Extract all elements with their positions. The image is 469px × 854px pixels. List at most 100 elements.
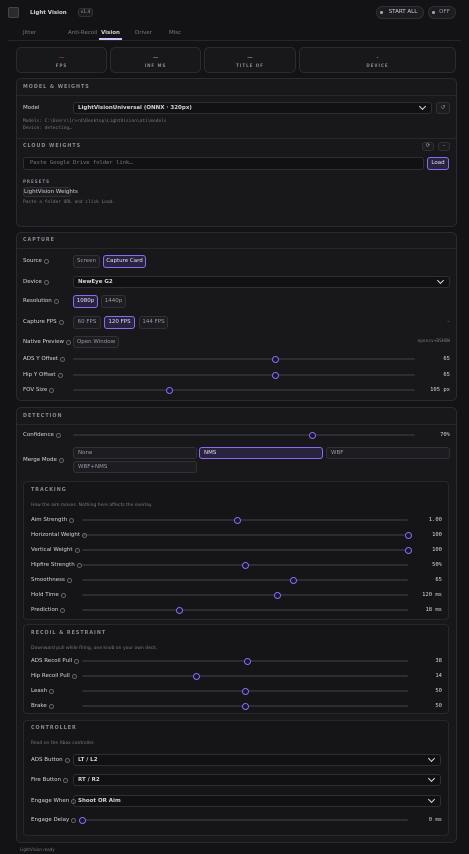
slider-thumb[interactable] <box>78 816 86 824</box>
info-icon <box>49 703 54 709</box>
slider-thumb[interactable] <box>290 576 298 584</box>
field-label: Resolution <box>23 298 52 304</box>
field-label: Aim Strength <box>31 517 68 523</box>
slider-track[interactable] <box>73 374 415 376</box>
slider-thumb[interactable] <box>241 702 249 710</box>
slider-thumb[interactable] <box>176 606 184 614</box>
field-label: ADS Y Offset <box>23 356 58 362</box>
field-label: Native Preview <box>23 339 64 345</box>
load-button[interactable]: Load <box>427 157 449 170</box>
divider <box>17 248 456 249</box>
tab[interactable]: Driver <box>135 29 152 36</box>
tab[interactable]: Vision <box>101 29 120 36</box>
stat-value: - <box>376 54 379 61</box>
hint: Paste a folder URL and click Load. <box>23 200 116 205</box>
slider-track[interactable] <box>73 434 415 436</box>
slider-track[interactable] <box>82 579 408 581</box>
info-icon <box>60 356 65 362</box>
tab-divider <box>8 40 461 41</box>
field-label: Fire Button <box>31 777 61 783</box>
tab[interactable]: Misc <box>169 29 182 36</box>
info-icon <box>75 547 80 553</box>
info-icon <box>66 339 71 345</box>
option-chip[interactable]: 144 FPS <box>139 315 168 329</box>
slider-thumb[interactable] <box>274 591 282 599</box>
option-chip[interactable]: Capture Card <box>103 254 146 268</box>
option-chip[interactable]: 120 FPS <box>104 315 135 329</box>
tab-underline <box>99 38 122 40</box>
info-icon <box>67 577 72 583</box>
status-dot <box>432 11 435 14</box>
field-label: FOV Size <box>23 387 48 393</box>
slider-thumb[interactable] <box>271 371 279 379</box>
device-status: Device: detecting… <box>23 126 72 131</box>
stat-card <box>110 47 201 73</box>
select[interactable]: LightVisionUniversal (ONNX · 320px) <box>73 102 432 114</box>
option-chip[interactable]: 60 FPS <box>73 315 101 329</box>
slider-value: 14 <box>435 673 442 679</box>
slider-track[interactable] <box>82 519 408 521</box>
field-label: ADS Button <box>31 757 63 763</box>
info-icon <box>56 432 61 438</box>
slider-track[interactable] <box>73 358 415 360</box>
slider-track[interactable] <box>82 675 408 677</box>
field-label: Hip Recoil Pull <box>31 673 70 679</box>
info-icon <box>82 532 87 538</box>
presets-title: PRESETS <box>23 179 50 184</box>
slider-track[interactable] <box>73 389 415 391</box>
icon-button[interactable]: ⟳ <box>422 142 434 151</box>
option-chip[interactable]: Screen <box>73 254 100 268</box>
preset-chip[interactable]: LightVision Weights <box>23 187 78 197</box>
slider-thumb[interactable] <box>308 431 316 439</box>
slider-thumb[interactable] <box>241 687 249 695</box>
slider-track[interactable] <box>82 819 408 821</box>
slider-track[interactable] <box>82 534 408 536</box>
slider-thumb[interactable] <box>192 672 200 680</box>
info-icon <box>72 673 77 679</box>
option-chip[interactable]: NMS <box>199 447 323 459</box>
models-path: Models: C:\Users\[r>rd\Desktop\LightVisi… <box>23 119 167 124</box>
select[interactable]: LT / L2 <box>73 754 441 766</box>
info-icon <box>71 798 76 804</box>
tab[interactable]: Jitter <box>23 29 37 36</box>
slider-thumb[interactable] <box>241 561 249 569</box>
option-chip[interactable]: 1440p <box>101 294 126 308</box>
tab[interactable]: Anti-Recoil <box>68 29 98 36</box>
subsection-subtitle: Downward pull while firing, one knob on … <box>31 646 158 651</box>
info-icon <box>44 279 49 285</box>
start-all-button[interactable]: START ALL <box>376 6 424 19</box>
stat-value: — <box>58 54 65 61</box>
slider-thumb[interactable] <box>166 386 174 394</box>
option-chip[interactable]: WBF+NMS <box>73 461 197 473</box>
info-icon <box>49 688 54 694</box>
option-chip[interactable]: 1080p <box>73 294 98 308</box>
open-window-button[interactable]: Open Window <box>73 336 119 348</box>
option-chip[interactable]: None <box>73 447 197 459</box>
slider-thumb[interactable] <box>404 546 412 554</box>
refresh-button[interactable]: ↺ <box>436 102 450 114</box>
slider-thumb[interactable] <box>233 516 241 524</box>
slider-thumb[interactable] <box>243 657 251 665</box>
link-input[interactable]: Paste Google Drive folder link… <box>23 157 424 170</box>
field-label: Hold Time <box>31 592 59 598</box>
slider-track[interactable] <box>82 549 408 551</box>
divider <box>17 138 456 139</box>
field-label: ADS Recoil Pull <box>31 658 73 664</box>
section-title: CAPTURE <box>23 238 55 243</box>
select[interactable]: Shoot OR Aim <box>73 795 441 807</box>
slider-thumb[interactable] <box>271 355 279 363</box>
slider-value: 50% <box>432 562 442 568</box>
off-button[interactable]: OFF <box>428 6 456 19</box>
slider-track[interactable] <box>82 609 408 611</box>
field-label: Smoothness <box>31 577 65 583</box>
stat-card <box>204 47 296 73</box>
option-chip[interactable]: WBF <box>326 447 450 459</box>
field-label: Capture FPS <box>23 319 57 325</box>
slider-value: 100 <box>432 532 442 538</box>
select[interactable]: RT / R2 <box>73 774 441 786</box>
slider-track[interactable] <box>82 594 408 596</box>
select[interactable]: NewEye G2 <box>73 276 450 288</box>
slider-thumb[interactable] <box>404 531 412 539</box>
icon-button[interactable]: – <box>438 142 450 151</box>
field-label: Confidence <box>23 432 54 438</box>
